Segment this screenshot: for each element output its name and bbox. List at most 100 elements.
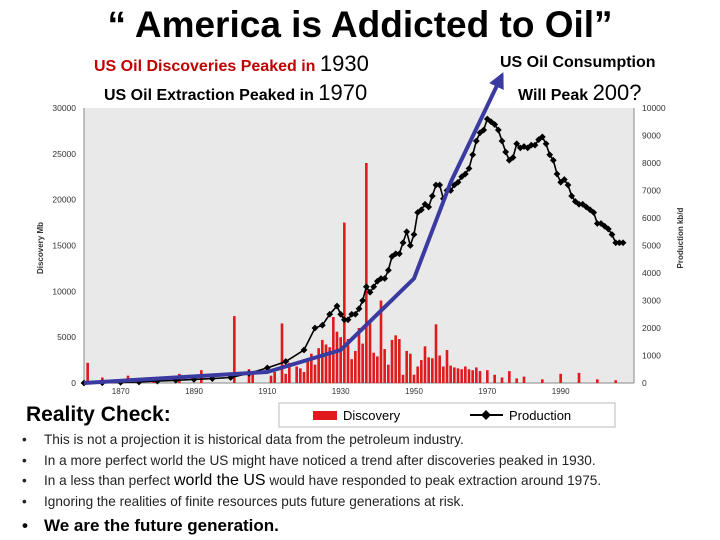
discovery-bar-1926 [324,344,328,383]
left-tick-labels: 0 5000 10000 15000 20000 25000 30000 [52,103,76,388]
discovery-bar-1961 [453,367,456,383]
consumption-trend-line [83,72,504,385]
discovery-bar-1944 [390,339,394,383]
production-point-1993 [568,192,576,200]
discovery-bar-1960 [449,365,452,383]
discovery-bar-1942 [383,349,386,383]
right-tick-10000: 10000 [642,103,666,113]
production-point-1950 [410,231,418,238]
production-point-1935 [355,305,363,313]
discovery-bar-1950 [412,374,416,383]
discovery-bar-1901 [233,316,236,383]
right-tick-2000: 2000 [642,323,661,333]
legend-discovery-label: Discovery [343,408,401,423]
legend-production-label: Production [509,408,571,423]
production-point-1964 [461,170,469,178]
discovery-bar-1940 [376,356,379,383]
discovery-bar-1935 [357,328,361,383]
consumption-peak-year: 200? [592,80,642,105]
production-point-1954 [425,203,433,211]
discovery-bar-1939 [372,352,375,383]
right-tick-6000: 6000 [642,213,661,223]
right-tick-7000: 7000 [642,186,661,196]
bullet-3-part-c: would have responded to peak extraction … [265,473,602,488]
legend-discovery-swatch [313,411,337,420]
bullet-2: In a more perfect world the US might hav… [20,451,601,472]
discovery-bar-1963 [460,369,463,383]
production-point-1991 [560,176,568,183]
legend-production-marker [481,410,491,420]
x-tick-1970: 1970 [478,387,496,396]
production-point-1946 [395,250,403,258]
discovery-bar-1925 [321,339,324,383]
x-tick-1990: 1990 [552,387,570,396]
discoveries-peak-header: US Oil Discoveries Peaked in 1930 [94,51,369,77]
discovery-bar-1978 [515,378,518,383]
production-point-2004 [608,231,616,238]
extraction-peak-year: 1970 [318,80,368,105]
discovery-bar-1966 [471,370,474,383]
x-tick-1930: 1930 [332,387,350,396]
production-point-2003 [604,225,612,233]
production-point-1974 [498,137,506,145]
discovery-bar-1956 [434,324,438,383]
x-tick-1950: 1950 [405,387,423,396]
production-point-1972 [491,121,499,128]
x-tick-1890: 1890 [185,387,203,396]
discovery-bar-1962 [456,368,460,383]
left-tick-0: 0 [71,378,76,388]
production-point-1989 [553,170,561,178]
discovery-bar-1933 [350,359,353,383]
reality-check-list: This is not a projection it is historica… [20,430,601,539]
discovery-bar-1861 [86,362,89,383]
right-tick-4000: 4000 [642,268,661,278]
discovery-bar-1922 [310,353,313,383]
bullet-3-part-b: world the US [173,472,266,489]
right-tick-5000: 5000 [642,241,661,251]
production-point-1938 [366,288,374,296]
discovery-bar-1995 [577,372,581,383]
discovery-bar-1924 [317,348,320,383]
discovery-bar-1911 [269,375,273,383]
production-point-1955 [428,192,436,200]
right-tick-3000: 3000 [642,296,661,306]
x-tick-labels: 1870 1890 1910 1930 1950 1970 1990 [112,387,570,396]
discovery-bar-1976 [508,371,511,383]
production-point-1931 [340,316,348,324]
discovery-bar-1972 [493,374,496,383]
left-tick-15000: 15000 [52,241,76,251]
discovery-bar-1952 [420,360,423,383]
discovery-bars [86,163,617,383]
discovery-bar-1920 [302,372,306,383]
discovery-bar-1943 [387,364,390,383]
production-point-1941 [377,275,385,282]
discovery-bar-1937 [365,163,368,383]
left-tick-20000: 20000 [52,195,76,205]
discovery-bar-1948 [405,350,408,383]
discovery-bar-1954 [427,357,430,383]
production-point-1952 [417,206,425,214]
discovery-bar-1964 [464,366,467,383]
discovery-bar-1914 [280,323,284,383]
discovery-bar-1919 [299,368,302,383]
discovery-bar-1967 [475,367,478,383]
bullet-4: Ignoring the realities of finite resourc… [20,492,601,513]
discovery-bar-1990 [559,373,562,383]
right-axis-label: Production kb/d [676,207,685,268]
discovery-bar-1936 [361,343,364,383]
production-point-1925 [318,321,326,329]
discovery-bar-1928 [332,317,335,383]
left-tick-30000: 30000 [52,103,76,113]
consumption-peak-text: Will Peak [518,87,589,104]
production-point-1975 [502,148,510,156]
discovery-bar-1951 [416,366,419,383]
discovery-bar-1916 [288,362,291,383]
discovery-bar-1970 [486,370,489,383]
production-point-1992 [564,181,572,189]
production-point-1999 [590,209,598,216]
right-tick-8000: 8000 [642,158,661,168]
discovery-bar-1927 [328,347,331,383]
left-axis-label: Discovery Mb [36,222,45,274]
discovery-bar-1965 [467,369,471,383]
right-tick-labels: 0 1000 2000 3000 4000 5000 6000 7000 8000 9000 100… [642,103,666,388]
